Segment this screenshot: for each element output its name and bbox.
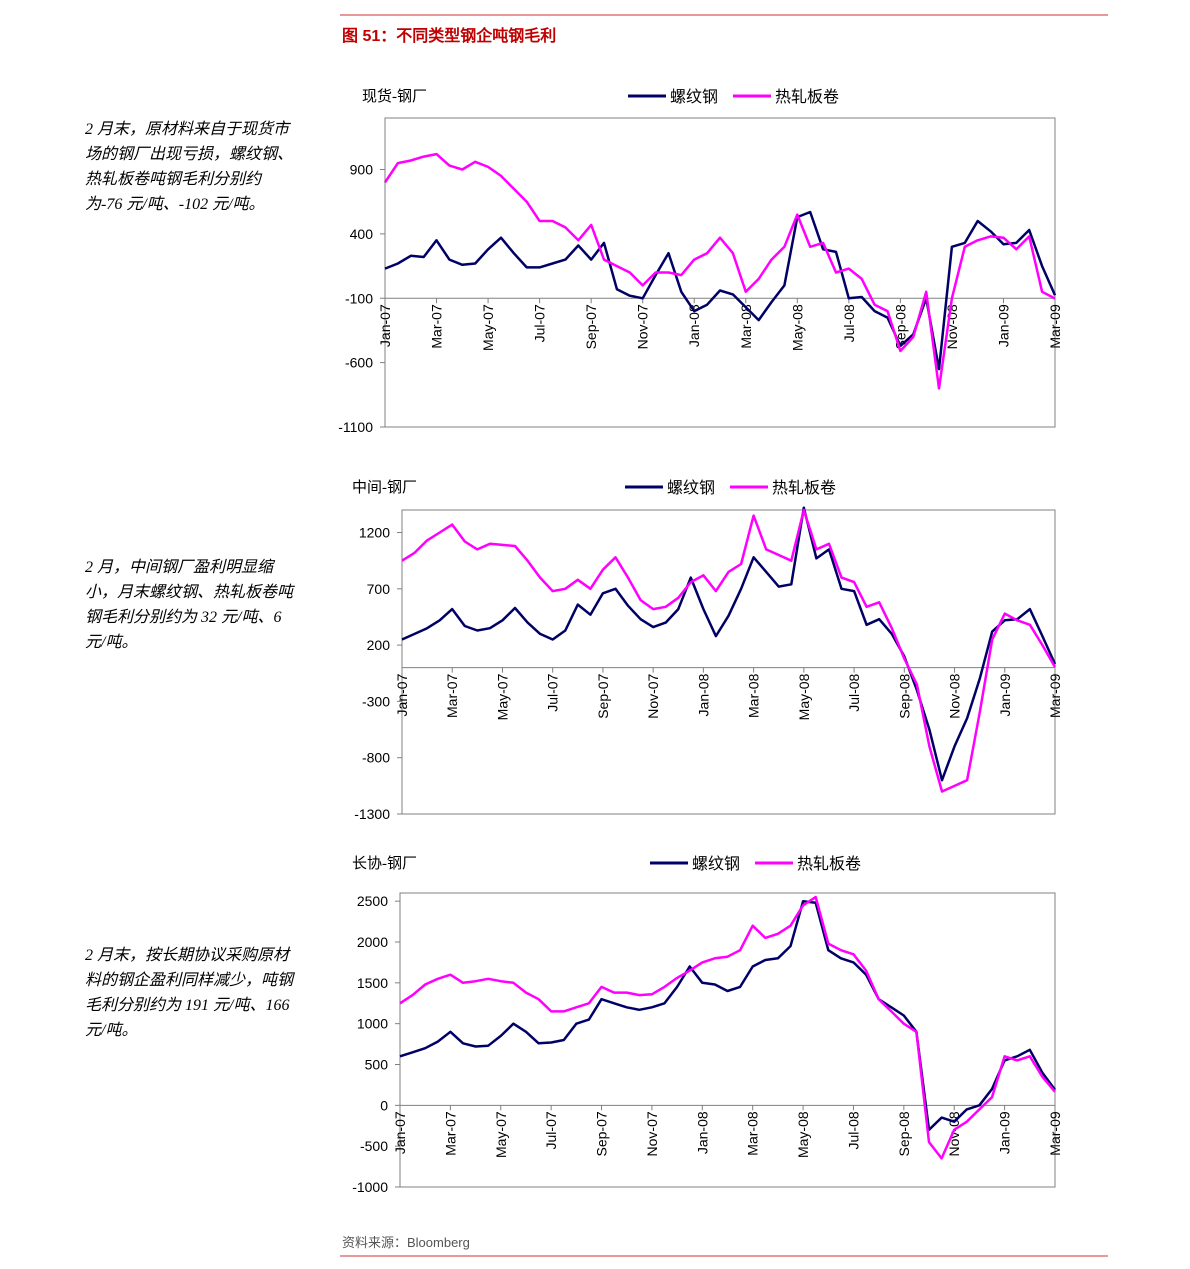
x-tick-label: Jan-07 [392,1111,408,1154]
note: 2 月末，原材料来自于现货市场的钢厂出现亏损，螺纹钢、热轧板卷吨钢毛利分别约为-… [85,121,294,213]
x-tick-label: Jan-07 [377,304,393,347]
chart-title: 中间-钢厂 [352,479,417,496]
y-tick-label: 1200 [359,525,390,541]
x-tick-label: Jul-08 [845,1111,861,1149]
y-tick-label: 900 [350,162,374,178]
x-tick-label: Mar-08 [745,1111,761,1156]
note: 2 月末，按长期协议采购原材料的钢企盈利同样减少，吨钢毛利分别约为 191 元/… [85,947,294,1039]
x-tick-label: Mar-09 [1047,304,1063,349]
x-tick-label: Jul-08 [846,673,862,711]
y-tick-label: 200 [367,637,391,653]
y-tick-label: -800 [362,750,390,766]
note: 2 月，中间钢厂盈利明显缩小，月末螺纹钢、热轧板卷吨钢毛利分别约为 32 元/吨… [85,559,294,651]
x-tick-label: Sep-07 [583,304,599,349]
legend-label: 螺纹钢 [667,479,715,497]
x-tick-label: Mar-08 [746,673,762,718]
plot-frame [401,509,1056,815]
y-tick-label: -600 [345,355,373,371]
figure-title: 图 51：不同类型钢企吨钢毛利 [342,26,556,45]
y-tick-label: 1000 [357,1016,388,1032]
x-tick-label: Mar-08 [738,304,754,349]
x-tick-label: Jan-08 [695,673,711,716]
legend-label: 热轧板卷 [775,88,839,106]
y-tick-label: -1100 [338,419,373,435]
x-tick-label: Jan-09 [997,1111,1013,1154]
x-tick-label: Sep-08 [892,304,908,349]
x-tick-label: Sep-07 [595,673,611,718]
y-tick-label: 2500 [357,893,388,909]
plot-frame [399,892,1056,1188]
x-tick-label: Mar-09 [1047,673,1063,718]
y-tick-label: 1500 [357,975,388,991]
x-tick-label: Jan-09 [997,673,1013,716]
x-tick-label: May-08 [795,1111,811,1158]
legend-label: 螺纹钢 [692,855,740,873]
series-line [383,152,1056,390]
x-tick-label: May-08 [796,673,812,720]
x-tick-label: Nov-07 [645,673,661,718]
y-tick-label: 700 [367,581,391,597]
series-line [399,899,1057,1132]
x-tick-label: Sep-08 [896,1111,912,1156]
legend-label: 热轧板卷 [772,479,836,497]
x-tick-label: Jan-09 [995,304,1011,347]
y-tick-label: 500 [365,1057,389,1073]
y-tick-label: -300 [362,693,390,709]
y-tick-label: 0 [380,1097,388,1113]
y-tick-label: -100 [345,290,373,306]
series-line [401,508,1057,793]
y-tick-label: -500 [360,1138,388,1154]
y-tick-label: -1300 [354,806,390,822]
x-tick-label: Nov-07 [644,1111,660,1156]
legend-label: 螺纹钢 [670,88,718,106]
x-tick-label: Mar-07 [444,673,460,718]
chart-title: 长协-钢厂 [352,855,417,872]
x-tick-label: Sep-07 [594,1111,610,1156]
x-tick-label: Nov-08 [946,1111,962,1156]
plot-frame [384,117,1056,428]
x-tick-label: Mar-07 [429,304,445,349]
x-tick-label: Mar-07 [442,1111,458,1156]
x-tick-label: Jan-07 [394,673,410,716]
x-tick-label: Jan-08 [694,1111,710,1154]
x-tick-label: Mar-09 [1047,1111,1063,1156]
series-line [384,210,1057,371]
x-tick-label: Jul-07 [532,304,548,342]
x-tick-label: Nov-08 [947,673,963,718]
x-tick-label: Nov-08 [944,304,960,349]
source: 资料来源：Bloomberg [342,1235,470,1250]
x-tick-label: Nov-07 [635,304,651,349]
chart-title: 现货-钢厂 [362,88,427,105]
x-tick-label: Jul-07 [543,1111,559,1149]
y-tick-label: -1000 [352,1179,388,1195]
x-tick-label: May-08 [789,304,805,351]
series-line [399,895,1056,1160]
x-tick-label: May-07 [480,304,496,351]
x-tick-label: Jul-07 [545,673,561,711]
x-tick-label: Sep-08 [896,673,912,718]
legend-label: 热轧板卷 [797,855,861,873]
series-line [401,506,1057,782]
x-tick-label: May-07 [493,1111,509,1158]
x-tick-label: Jan-08 [686,304,702,347]
y-tick-label: 400 [350,226,374,242]
x-tick-label: May-07 [494,673,510,720]
y-tick-label: 2000 [357,934,388,950]
x-tick-label: Jul-08 [841,304,857,342]
